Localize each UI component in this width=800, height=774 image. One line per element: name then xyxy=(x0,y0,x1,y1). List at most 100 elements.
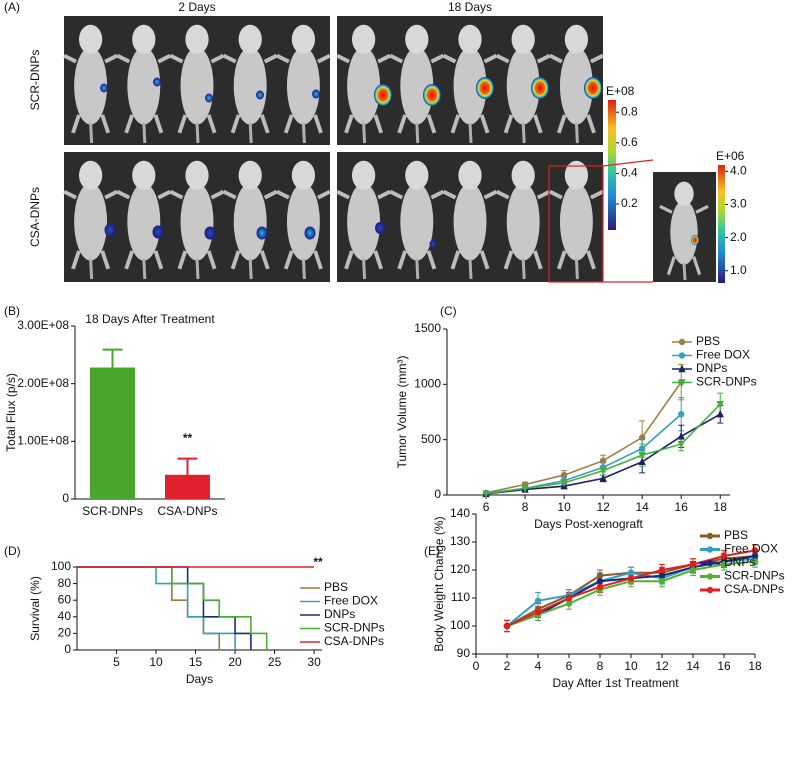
axes xyxy=(446,329,730,496)
mouse-head xyxy=(78,160,103,190)
mouse-head xyxy=(564,160,589,190)
mouse-body xyxy=(559,183,593,261)
mouse-limbs xyxy=(548,189,604,270)
mouse-tail xyxy=(195,122,200,144)
legend-label: DNPs xyxy=(696,361,727,375)
mouse-tail xyxy=(142,122,147,144)
mouse-body xyxy=(400,183,434,261)
marker xyxy=(689,566,697,574)
x-tick-label: CSA-DNPs xyxy=(157,504,217,518)
y-tick-label: 1000 xyxy=(414,377,441,391)
mouse-body xyxy=(506,183,540,261)
signal-spot xyxy=(312,89,320,99)
mouse-body xyxy=(286,47,320,125)
y-tick-label: 500 xyxy=(421,432,441,446)
highlight-box xyxy=(548,165,604,283)
signal-spot xyxy=(256,90,264,100)
mouse-body xyxy=(347,47,381,125)
x-tick-label: 4 xyxy=(535,659,542,673)
bar xyxy=(90,367,135,499)
mouse-head xyxy=(291,24,316,54)
marker xyxy=(751,552,759,560)
bar xyxy=(165,474,210,499)
mouse-head xyxy=(78,24,103,54)
mouse-body xyxy=(180,47,214,125)
colorbar-exponent: E+08 xyxy=(606,84,635,98)
marker xyxy=(658,566,666,574)
y-tick-label: 0 xyxy=(434,487,441,501)
panel-label: (D) xyxy=(4,544,21,558)
marker xyxy=(658,578,666,585)
x-tick-label: 16 xyxy=(675,500,689,514)
marker xyxy=(599,474,607,482)
marker xyxy=(689,561,697,568)
axes xyxy=(76,567,322,651)
marker xyxy=(706,586,714,594)
legend-label: DNPs xyxy=(724,555,755,569)
annotation: ** xyxy=(313,555,323,569)
colorbar-tick-label: 2.0 xyxy=(730,230,747,244)
marker xyxy=(678,379,686,387)
mouse-head xyxy=(458,24,482,54)
mouse-head xyxy=(564,24,589,54)
y-tick-label: 120 xyxy=(450,562,470,576)
marker xyxy=(503,622,511,630)
panel-label: (B) xyxy=(4,304,20,318)
mouse-body xyxy=(506,47,540,125)
x-tick-label: 5 xyxy=(113,655,120,669)
x-tick-label: 12 xyxy=(596,500,610,514)
mouse-head xyxy=(185,160,209,190)
mouse-limbs xyxy=(442,189,498,270)
marker xyxy=(706,532,714,540)
signal-spot xyxy=(476,77,494,99)
mouse-limbs xyxy=(222,189,278,270)
survival-curve xyxy=(77,566,236,650)
marker xyxy=(638,445,646,452)
mouse-limbs xyxy=(116,189,172,270)
mouse-limbs xyxy=(336,189,392,270)
mouse-head xyxy=(511,160,535,190)
signal-spot xyxy=(104,223,116,237)
marker xyxy=(720,561,728,568)
y-tick-label: 40 xyxy=(58,609,72,623)
mouse-body xyxy=(453,183,487,261)
mouse-tail xyxy=(301,122,306,144)
mouse-limbs xyxy=(442,53,498,134)
panel-label: (E) xyxy=(424,544,440,558)
marker xyxy=(706,559,714,567)
legend-label: Free DOX xyxy=(724,542,778,556)
row-label: CSA-DNPs xyxy=(28,187,42,247)
mouse-head xyxy=(132,160,156,190)
y-tick-label: 1500 xyxy=(414,321,441,335)
x-tick-label: 16 xyxy=(717,659,731,673)
marker xyxy=(627,575,635,582)
mouse-tail xyxy=(301,258,306,280)
marker xyxy=(716,410,724,418)
mouse-body xyxy=(233,47,267,125)
mouse-body xyxy=(400,47,434,125)
x-tick-label: 30 xyxy=(307,655,321,669)
marker xyxy=(482,490,490,498)
legend-label: PBS xyxy=(324,580,348,594)
mouse-tail xyxy=(521,258,526,280)
mouse-body xyxy=(453,47,487,125)
marker xyxy=(751,558,759,565)
y-tick-label: 140 xyxy=(450,506,470,520)
mouse-tail xyxy=(89,258,94,280)
panel-label: (A) xyxy=(4,0,20,14)
chart-title: 18 Days After Treatment xyxy=(85,312,215,326)
mouse-body xyxy=(233,183,267,261)
marker xyxy=(521,485,529,493)
signal-spot xyxy=(100,83,108,93)
legend-label: PBS xyxy=(696,334,720,348)
signal-spot xyxy=(304,226,316,240)
mouse-body xyxy=(127,183,161,261)
y-tick-label: 20 xyxy=(58,626,72,640)
x-tick-label: 0 xyxy=(473,659,480,673)
mouse-head xyxy=(511,24,535,54)
colorbar-tick-label: 3.0 xyxy=(730,197,747,211)
colorbar-exponent: E+06 xyxy=(716,149,745,163)
y-axis-title: Total Flux (p/s) xyxy=(4,373,18,452)
marker xyxy=(678,352,686,359)
